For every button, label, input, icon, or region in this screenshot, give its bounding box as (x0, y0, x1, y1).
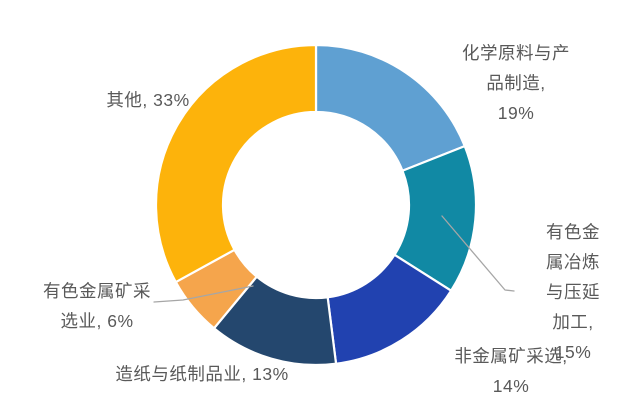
donut-slice-chemical (314, 43, 466, 172)
donut-ring (154, 43, 478, 367)
slice-label-chemical: 化学原料与产品制造, 19% (462, 43, 570, 123)
slice-label-smelting: 有色金属冶炼 与压延加工, 15% (546, 222, 600, 362)
slice-label-mining: 有色金属矿采 选业, 6% (43, 281, 151, 331)
slice-label-nonmetal: 非金属矿采选, 14% (454, 346, 568, 396)
slice-label-paper: 造纸与纸制品业, 13% (115, 364, 289, 384)
donut-slice-other (154, 43, 318, 284)
slice-label-other: 其他, 33% (106, 90, 190, 110)
leader-line-smelting (441, 215, 515, 292)
leader-line-mining (153, 285, 254, 303)
